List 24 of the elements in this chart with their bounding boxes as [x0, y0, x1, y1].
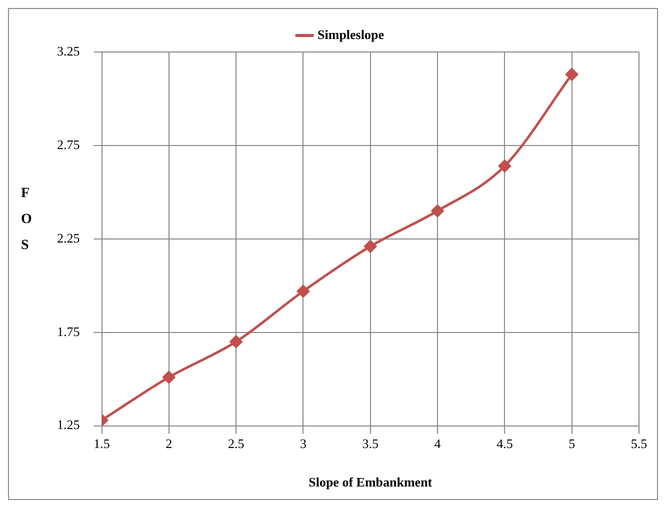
y-axis-title: FOS [21, 185, 32, 255]
y-tick-label: 3.25 [57, 43, 80, 58]
point [498, 160, 511, 172]
x-tick-label: 3 [300, 436, 306, 452]
x-tick-label: 4.5 [496, 436, 513, 452]
x-tick-label: 3.5 [362, 436, 378, 452]
x-tick-label: 5 [568, 436, 576, 452]
y-tick-label: 2.25 [57, 230, 80, 246]
point [364, 240, 377, 253]
point [162, 370, 176, 384]
point [431, 204, 444, 218]
point [230, 335, 242, 348]
x-tick-label: 2.5 [228, 436, 244, 452]
legend-label: Simpleslope [318, 26, 384, 42]
point [296, 284, 310, 298]
x-tick-label: 4 [434, 436, 442, 452]
point [566, 68, 578, 81]
y-tick-label: 2.75 [57, 136, 80, 152]
x-tick-label: 1.5 [94, 436, 110, 452]
y-tick-label: 1.75 [57, 324, 80, 339]
x-axis-title: Slope of Embankment [308, 474, 433, 490]
y-tick-label: 1.25 [57, 417, 80, 432]
x-tick-label: 2 [166, 436, 172, 452]
x-tick-label: 5.5 [630, 436, 648, 452]
